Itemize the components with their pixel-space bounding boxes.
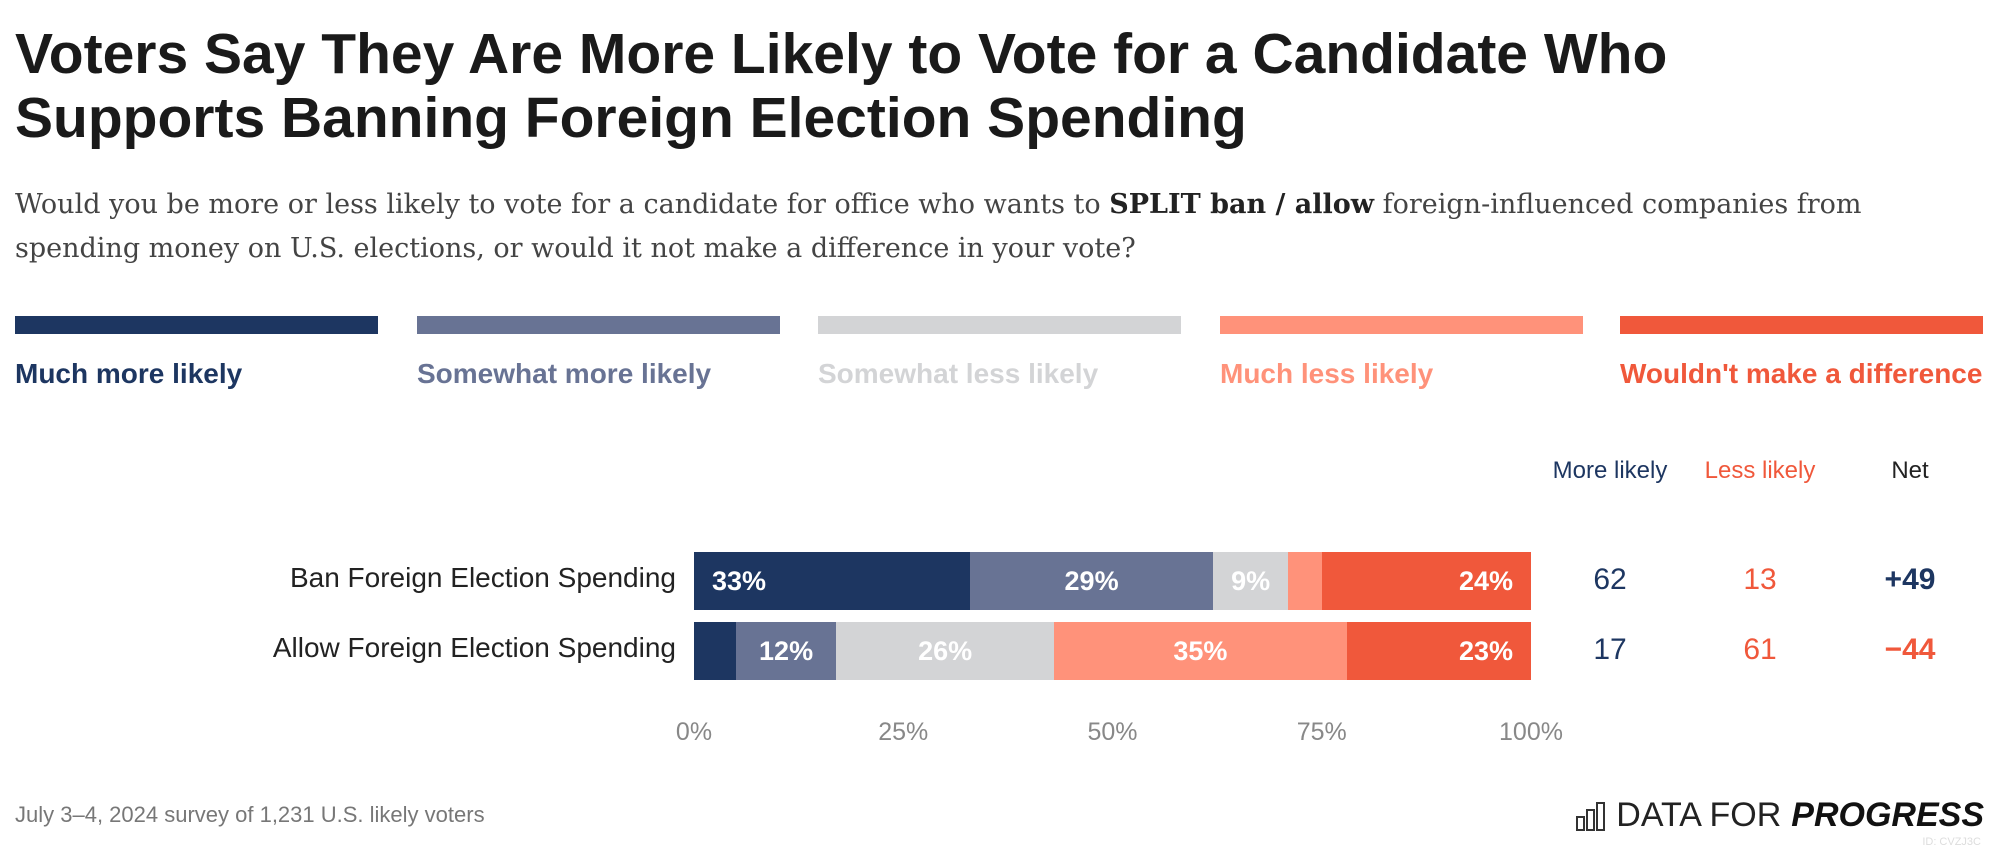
legend-label: Somewhat more likely — [417, 358, 712, 389]
bar-segment: 33% — [694, 552, 971, 610]
bar-segment: 35% — [1053, 622, 1347, 680]
column-value: 13 — [1743, 563, 1777, 596]
legend-item: Somewhat less likely — [818, 316, 1181, 394]
legend-item: Much less likely — [1220, 316, 1583, 394]
column-value: 62 — [1593, 563, 1627, 596]
bar-value-label: 24% — [1458, 565, 1513, 596]
row-label: Allow Foreign Election Spending — [272, 632, 676, 663]
legend-item: Somewhat more likely — [417, 316, 780, 394]
column-header: Net — [1891, 457, 1929, 484]
column-header: Less likely — [1704, 457, 1816, 484]
legend-swatch — [417, 316, 780, 334]
bar-value-label: 12% — [759, 635, 814, 666]
x-tick-label: 0% — [675, 718, 713, 746]
bar-segment: 12% — [735, 622, 837, 680]
bar-value-label: 33% — [712, 565, 767, 596]
subtitle-post: foreign-influenced companies from spendi… — [15, 189, 1862, 264]
logo: DATA FOR PROGRESS — [1576, 796, 1984, 835]
bar-segment — [1288, 552, 1322, 610]
bar-segment: 26% — [836, 622, 1054, 680]
legend-label: Much more likely — [15, 358, 243, 389]
bar-chart-logo-icon — [1576, 801, 1606, 831]
legend-swatch — [1620, 316, 1983, 334]
logo-bold: PROGRESS — [1791, 796, 1984, 834]
bar-value-label: 9% — [1231, 565, 1271, 596]
bar-segment: 29% — [970, 552, 1213, 610]
bar-segment: 23% — [1346, 622, 1531, 680]
bar-value-label: 29% — [1064, 565, 1119, 596]
x-tick-label: 50% — [1087, 718, 1138, 746]
subtitle-pre: Would you be more or less likely to vote… — [15, 189, 1110, 220]
bar-segment: 24% — [1321, 552, 1531, 610]
bar-value-label: 26% — [918, 635, 973, 666]
legend-label: Much less likely — [1220, 358, 1434, 389]
chart-subtitle: Would you be more or less likely to vote… — [15, 183, 1915, 271]
legend-label: Wouldn't make a difference — [1620, 358, 1983, 389]
chart-id: ID: CVZJ3C — [1922, 836, 1981, 848]
footer-note: July 3–4, 2024 survey of 1,231 U.S. like… — [15, 802, 485, 827]
legend-item: Much more likely — [15, 316, 378, 394]
bar-segment — [694, 622, 736, 680]
bar-value-label: 35% — [1173, 635, 1228, 666]
column-value: 17 — [1593, 633, 1627, 666]
column-value: +49 — [1884, 563, 1936, 596]
x-tick-label: 100% — [1499, 718, 1563, 746]
bar-segment: 9% — [1212, 552, 1289, 610]
column-header: More likely — [1552, 457, 1668, 484]
column-value: −44 — [1884, 633, 1936, 666]
x-tick-label: 25% — [878, 718, 929, 746]
stacked-bar: 33% 29% 9% 24% — [694, 552, 1531, 610]
x-tick-label: 75% — [1296, 718, 1347, 746]
legend-swatch — [818, 316, 1181, 334]
stacked-bar: 12% 26% 35% 23% — [694, 622, 1531, 680]
subtitle-bold: SPLIT ban / allow — [1109, 189, 1375, 220]
bar-value-label: 23% — [1458, 635, 1513, 666]
logo-light: DATA FOR — [1616, 796, 1782, 834]
legend-label: Somewhat less likely — [818, 358, 1099, 389]
column-value: 61 — [1743, 633, 1777, 666]
legend-item: Wouldn't make a difference — [1620, 316, 1983, 394]
legend-swatch — [15, 316, 378, 334]
row-label: Ban Foreign Election Spending — [289, 562, 676, 593]
legend-swatch — [1220, 316, 1583, 334]
chart-title: Voters Say They Are More Likely to Vote … — [15, 22, 1668, 150]
